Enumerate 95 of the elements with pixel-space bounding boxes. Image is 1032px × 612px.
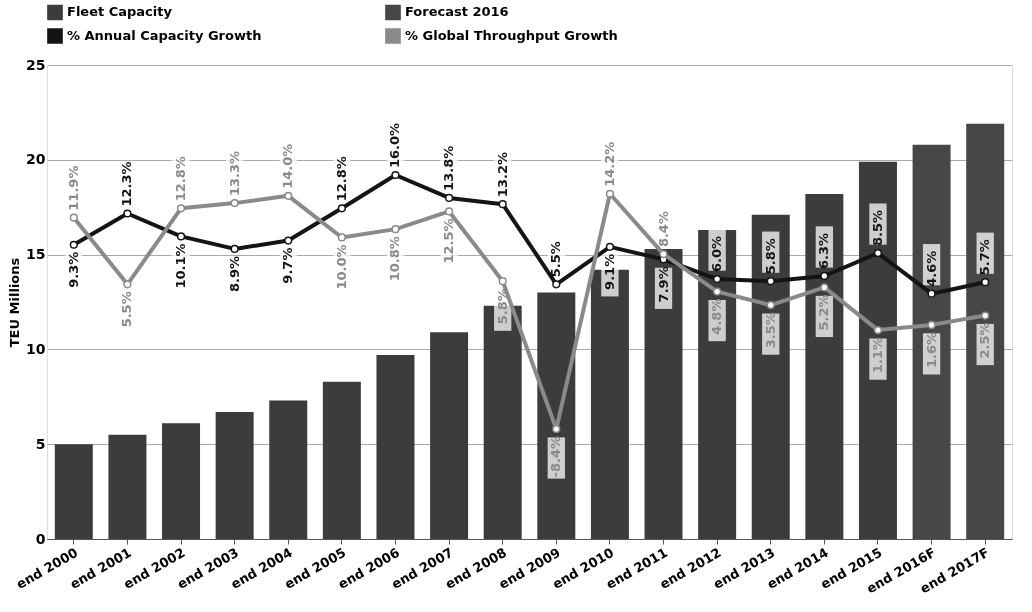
- y-tick-label: 15: [26, 246, 46, 263]
- point: [391, 170, 400, 180]
- data-label: 2.5%: [977, 322, 993, 359]
- data-label: 14.0%: [280, 143, 296, 189]
- bar: [162, 423, 201, 539]
- data-label: 1.6%: [923, 331, 939, 368]
- bar: [966, 123, 1005, 539]
- point: [873, 326, 883, 335]
- bar: [644, 248, 683, 539]
- point: [444, 193, 454, 202]
- data-label: 13.8%: [441, 145, 457, 191]
- point: [230, 244, 239, 254]
- point: [873, 248, 883, 258]
- point: [766, 301, 775, 310]
- data-label: 9.7%: [280, 247, 296, 284]
- point: [981, 311, 990, 320]
- point: [820, 271, 829, 281]
- point: [498, 200, 507, 209]
- bar: [322, 381, 361, 539]
- point: [552, 280, 561, 289]
- bar: [215, 411, 254, 539]
- data-label: 6.0%: [709, 236, 725, 273]
- data-label: 10.1%: [173, 243, 189, 289]
- data-label: -8.4%: [548, 436, 564, 478]
- data-label: 13.2%: [494, 152, 510, 198]
- point: [927, 289, 936, 298]
- point: [981, 278, 990, 287]
- data-label: 12.8%: [333, 156, 349, 202]
- point: [230, 199, 239, 208]
- y-tick-label: 10: [26, 340, 46, 357]
- point: [69, 240, 78, 249]
- bar: [269, 400, 308, 539]
- data-label: 3.5%: [762, 312, 778, 349]
- legend-label: % Global Throughput Growth: [405, 28, 618, 43]
- data-label: 5.7%: [977, 239, 993, 276]
- data-label: 12.8%: [173, 156, 189, 202]
- point: [605, 189, 615, 198]
- data-label: 12.3%: [119, 161, 135, 207]
- bar: [54, 444, 93, 539]
- data-label: 5.5%: [548, 241, 564, 278]
- data-label: 1.1%: [869, 337, 885, 374]
- point: [713, 287, 722, 296]
- y-tick-label: 5: [35, 435, 46, 452]
- point: [284, 236, 293, 245]
- bar: [912, 144, 951, 539]
- data-label: 16.0%: [387, 122, 403, 168]
- point: [444, 207, 454, 216]
- point: [176, 204, 186, 213]
- bar: [751, 214, 790, 539]
- point: [123, 209, 132, 218]
- y-axis-title: TEU Millions: [7, 257, 23, 348]
- data-label: 7.9%: [655, 266, 671, 303]
- data-label: 14.2%: [601, 141, 617, 187]
- bar: [858, 161, 897, 539]
- legend-label: Forecast 2016: [405, 4, 509, 20]
- data-label: 8.5%: [869, 210, 885, 247]
- point: [176, 232, 186, 241]
- data-label: 10.8%: [387, 236, 403, 282]
- data-label: 13.3%: [226, 151, 242, 197]
- data-label: 5.8%: [762, 238, 778, 275]
- point: [713, 275, 722, 284]
- point: [337, 204, 346, 213]
- data-label: 9.3%: [65, 251, 81, 288]
- legend-label: % Annual Capacity Growth: [67, 28, 262, 43]
- point: [69, 213, 78, 222]
- data-label: 8.9%: [226, 255, 242, 292]
- bar: [108, 434, 147, 539]
- bar: [537, 292, 576, 539]
- data-label: 10.0%: [333, 244, 349, 290]
- data-label: 4.8%: [709, 298, 725, 335]
- data-label: 9.1%: [601, 253, 617, 290]
- y-tick-label: 0: [35, 530, 46, 547]
- data-label: 12.5%: [441, 218, 457, 264]
- data-label: 5.5%: [119, 291, 135, 328]
- y-tick-label: 25: [26, 56, 46, 73]
- legend-label: Fleet Capacity: [67, 4, 173, 20]
- data-label: 8.4%: [655, 211, 671, 248]
- point: [766, 277, 775, 286]
- point: [284, 191, 293, 200]
- point: [391, 225, 400, 234]
- y-tick-label: 20: [26, 151, 46, 168]
- point: [123, 280, 132, 289]
- data-label: 11.9%: [65, 165, 81, 211]
- bar: [376, 355, 415, 539]
- bar: [805, 193, 844, 539]
- point: [659, 250, 668, 259]
- data-label: 6.3%: [816, 232, 832, 269]
- point: [498, 277, 507, 286]
- point: [820, 283, 829, 292]
- point: [927, 320, 936, 329]
- data-label: 4.6%: [923, 250, 939, 287]
- point: [337, 233, 346, 242]
- data-label: 5.2%: [816, 294, 832, 331]
- point: [605, 242, 615, 251]
- bar: [430, 332, 469, 539]
